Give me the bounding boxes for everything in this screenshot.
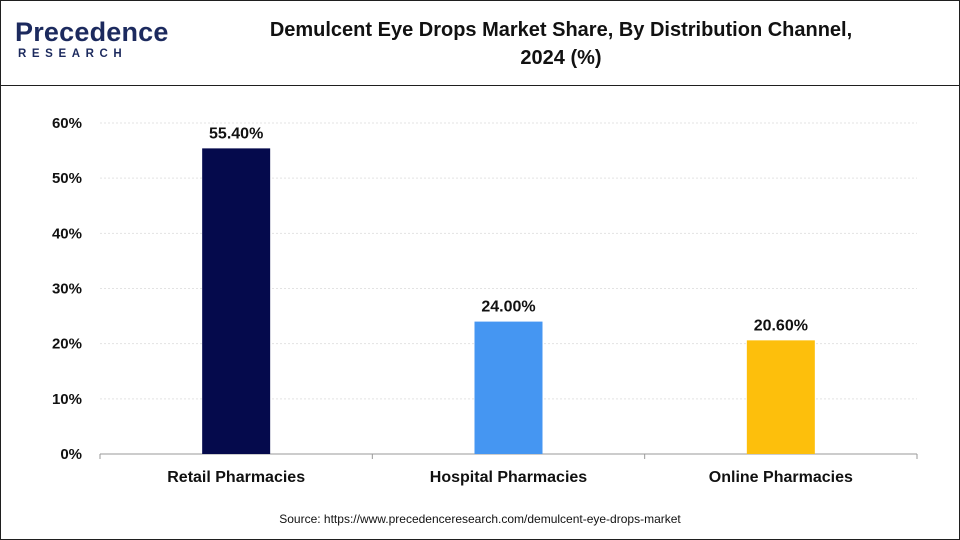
- bar: [746, 340, 815, 454]
- data-label: 24.00%: [481, 299, 535, 316]
- bar: [202, 148, 271, 455]
- y-tick-label: 30%: [52, 281, 82, 298]
- y-tick-label: 0%: [60, 446, 82, 463]
- y-tick-label: 40%: [52, 225, 82, 242]
- y-tick-label: 10%: [52, 391, 82, 408]
- y-tick-label: 50%: [52, 170, 82, 187]
- precedence-research-logo: Precedence RESEARCH: [15, 17, 168, 67]
- logo-wordmark: Precedence: [15, 17, 169, 47]
- source-note: Source: https://www.precedenceresearch.c…: [279, 512, 681, 526]
- data-label: 55.40%: [209, 125, 263, 142]
- chart-title-line-2: 2024 (%): [520, 47, 602, 69]
- chart-title-line-1: Demulcent Eye Drops Market Share, By Dis…: [269, 19, 853, 41]
- y-tick-label: 60%: [52, 115, 82, 132]
- chart-title: Demulcent Eye Drops Market Share, By Dis…: [191, 16, 931, 72]
- bar-chart: 0% 10% 20% 30% 40% 50% 60% 55.40% Retail Pharmac…: [52, 115, 918, 486]
- data-label: 20.60%: [754, 317, 808, 334]
- x-tick-label: Retail Pharmacies: [167, 469, 305, 486]
- logo-subtitle: RESEARCH: [18, 48, 128, 60]
- y-tick-label: 20%: [52, 336, 82, 353]
- x-tick-label: Online Pharmacies: [709, 469, 853, 486]
- bar: [474, 321, 543, 454]
- x-tick-label: Hospital Pharmacies: [430, 469, 588, 486]
- header: Precedence RESEARCH Demulcent Eye Drops …: [1, 1, 959, 86]
